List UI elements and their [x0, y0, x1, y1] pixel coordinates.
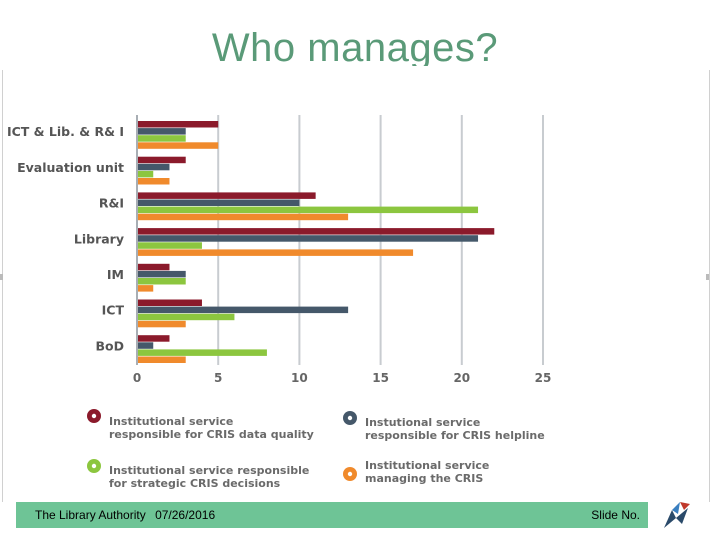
- footer-bar: The Library Authority 07/26/2016 Slide N…: [16, 502, 648, 528]
- footer-date: 07/26/2016: [155, 508, 216, 522]
- bar: [138, 170, 154, 178]
- legend-marker-center-icon: [91, 463, 97, 469]
- category-label: ICT & Lib. & R& I: [7, 124, 124, 139]
- chart-panel: 0 5 10 15 20 25 ICT & Lib. & R& I Evaluation un…: [2, 68, 710, 502]
- legend-marker-center-icon: [347, 415, 353, 421]
- legend-entry-line: responsible for CRIS data quality: [109, 428, 314, 441]
- bar: [138, 199, 300, 206]
- bar: [138, 142, 219, 149]
- bar: [138, 121, 219, 128]
- x-tick-label: 0: [133, 371, 141, 385]
- category-label: Evaluation unit: [17, 160, 124, 175]
- bar: [138, 263, 170, 271]
- legend-marker-center-icon: [91, 413, 97, 419]
- legend-entry-line: Instutional service: [365, 416, 480, 429]
- legend-entry-line: responsible for CRIS helpline: [365, 429, 545, 442]
- bar: [138, 228, 495, 235]
- legend-entry: Instutional service responsible for CRIS …: [365, 416, 545, 442]
- slide-edge-marker-left: [0, 274, 3, 280]
- library-logo-icon: [664, 502, 690, 528]
- bar: [138, 135, 186, 142]
- footer-organization: The Library Authority: [35, 508, 146, 522]
- bar: [138, 299, 202, 306]
- legend-entry-line: managing the CRIS: [365, 472, 483, 485]
- x-tick-label: 5: [214, 371, 222, 385]
- legend-entry: Institutional service managing the CRIS: [365, 459, 489, 485]
- bar: [138, 178, 170, 185]
- bar: [138, 235, 479, 242]
- bar: [138, 356, 186, 363]
- title-divider: [0, 66, 720, 70]
- slide-title: Who manages?: [211, 26, 499, 70]
- slide-edge-marker-right: [706, 274, 709, 280]
- category-label: Library: [74, 231, 124, 246]
- legend-entry: Institutional service responsible for str…: [109, 464, 309, 490]
- bar: [138, 313, 235, 321]
- legend-entry-line: Institutional service: [365, 459, 489, 472]
- bar: [138, 163, 170, 171]
- legend-entry-line: Institutional service: [109, 415, 233, 428]
- bar: [138, 270, 186, 278]
- bar: [138, 278, 186, 285]
- bar: [138, 306, 349, 314]
- bar: [138, 242, 202, 249]
- bar: [138, 342, 154, 349]
- category-label: ICT: [102, 303, 125, 318]
- bar: [138, 349, 267, 356]
- x-tick-label: 25: [535, 371, 552, 385]
- legend-entry: Institutional service responsible for CRI…: [109, 415, 314, 441]
- legend-marker-center-icon: [347, 471, 353, 477]
- category-label: IM: [107, 267, 124, 282]
- bar: [138, 206, 479, 214]
- category-label: BoD: [96, 338, 125, 353]
- bar: [138, 335, 170, 342]
- bar: [138, 128, 186, 135]
- bar: [138, 192, 316, 199]
- bar-chart: 0 5 10 15 20 25 ICT & Lib. & R& I Evaluation un…: [7, 115, 552, 490]
- bar: [138, 213, 349, 221]
- x-tick-label: 15: [372, 371, 389, 385]
- bar: [138, 285, 154, 292]
- footer-left: The Library Authority 07/26/2016: [35, 508, 221, 522]
- x-tick-label: 20: [453, 371, 470, 385]
- category-label: R&I: [99, 196, 124, 211]
- legend-entry-line: Institutional service responsible: [109, 464, 309, 477]
- legend-entry-line: for strategic CRIS decisions: [109, 477, 281, 490]
- bar: [138, 156, 186, 164]
- footer-slide-number: Slide No.: [591, 508, 640, 522]
- bar: [138, 320, 186, 328]
- bar: [138, 249, 414, 256]
- x-tick-label: 10: [291, 371, 308, 385]
